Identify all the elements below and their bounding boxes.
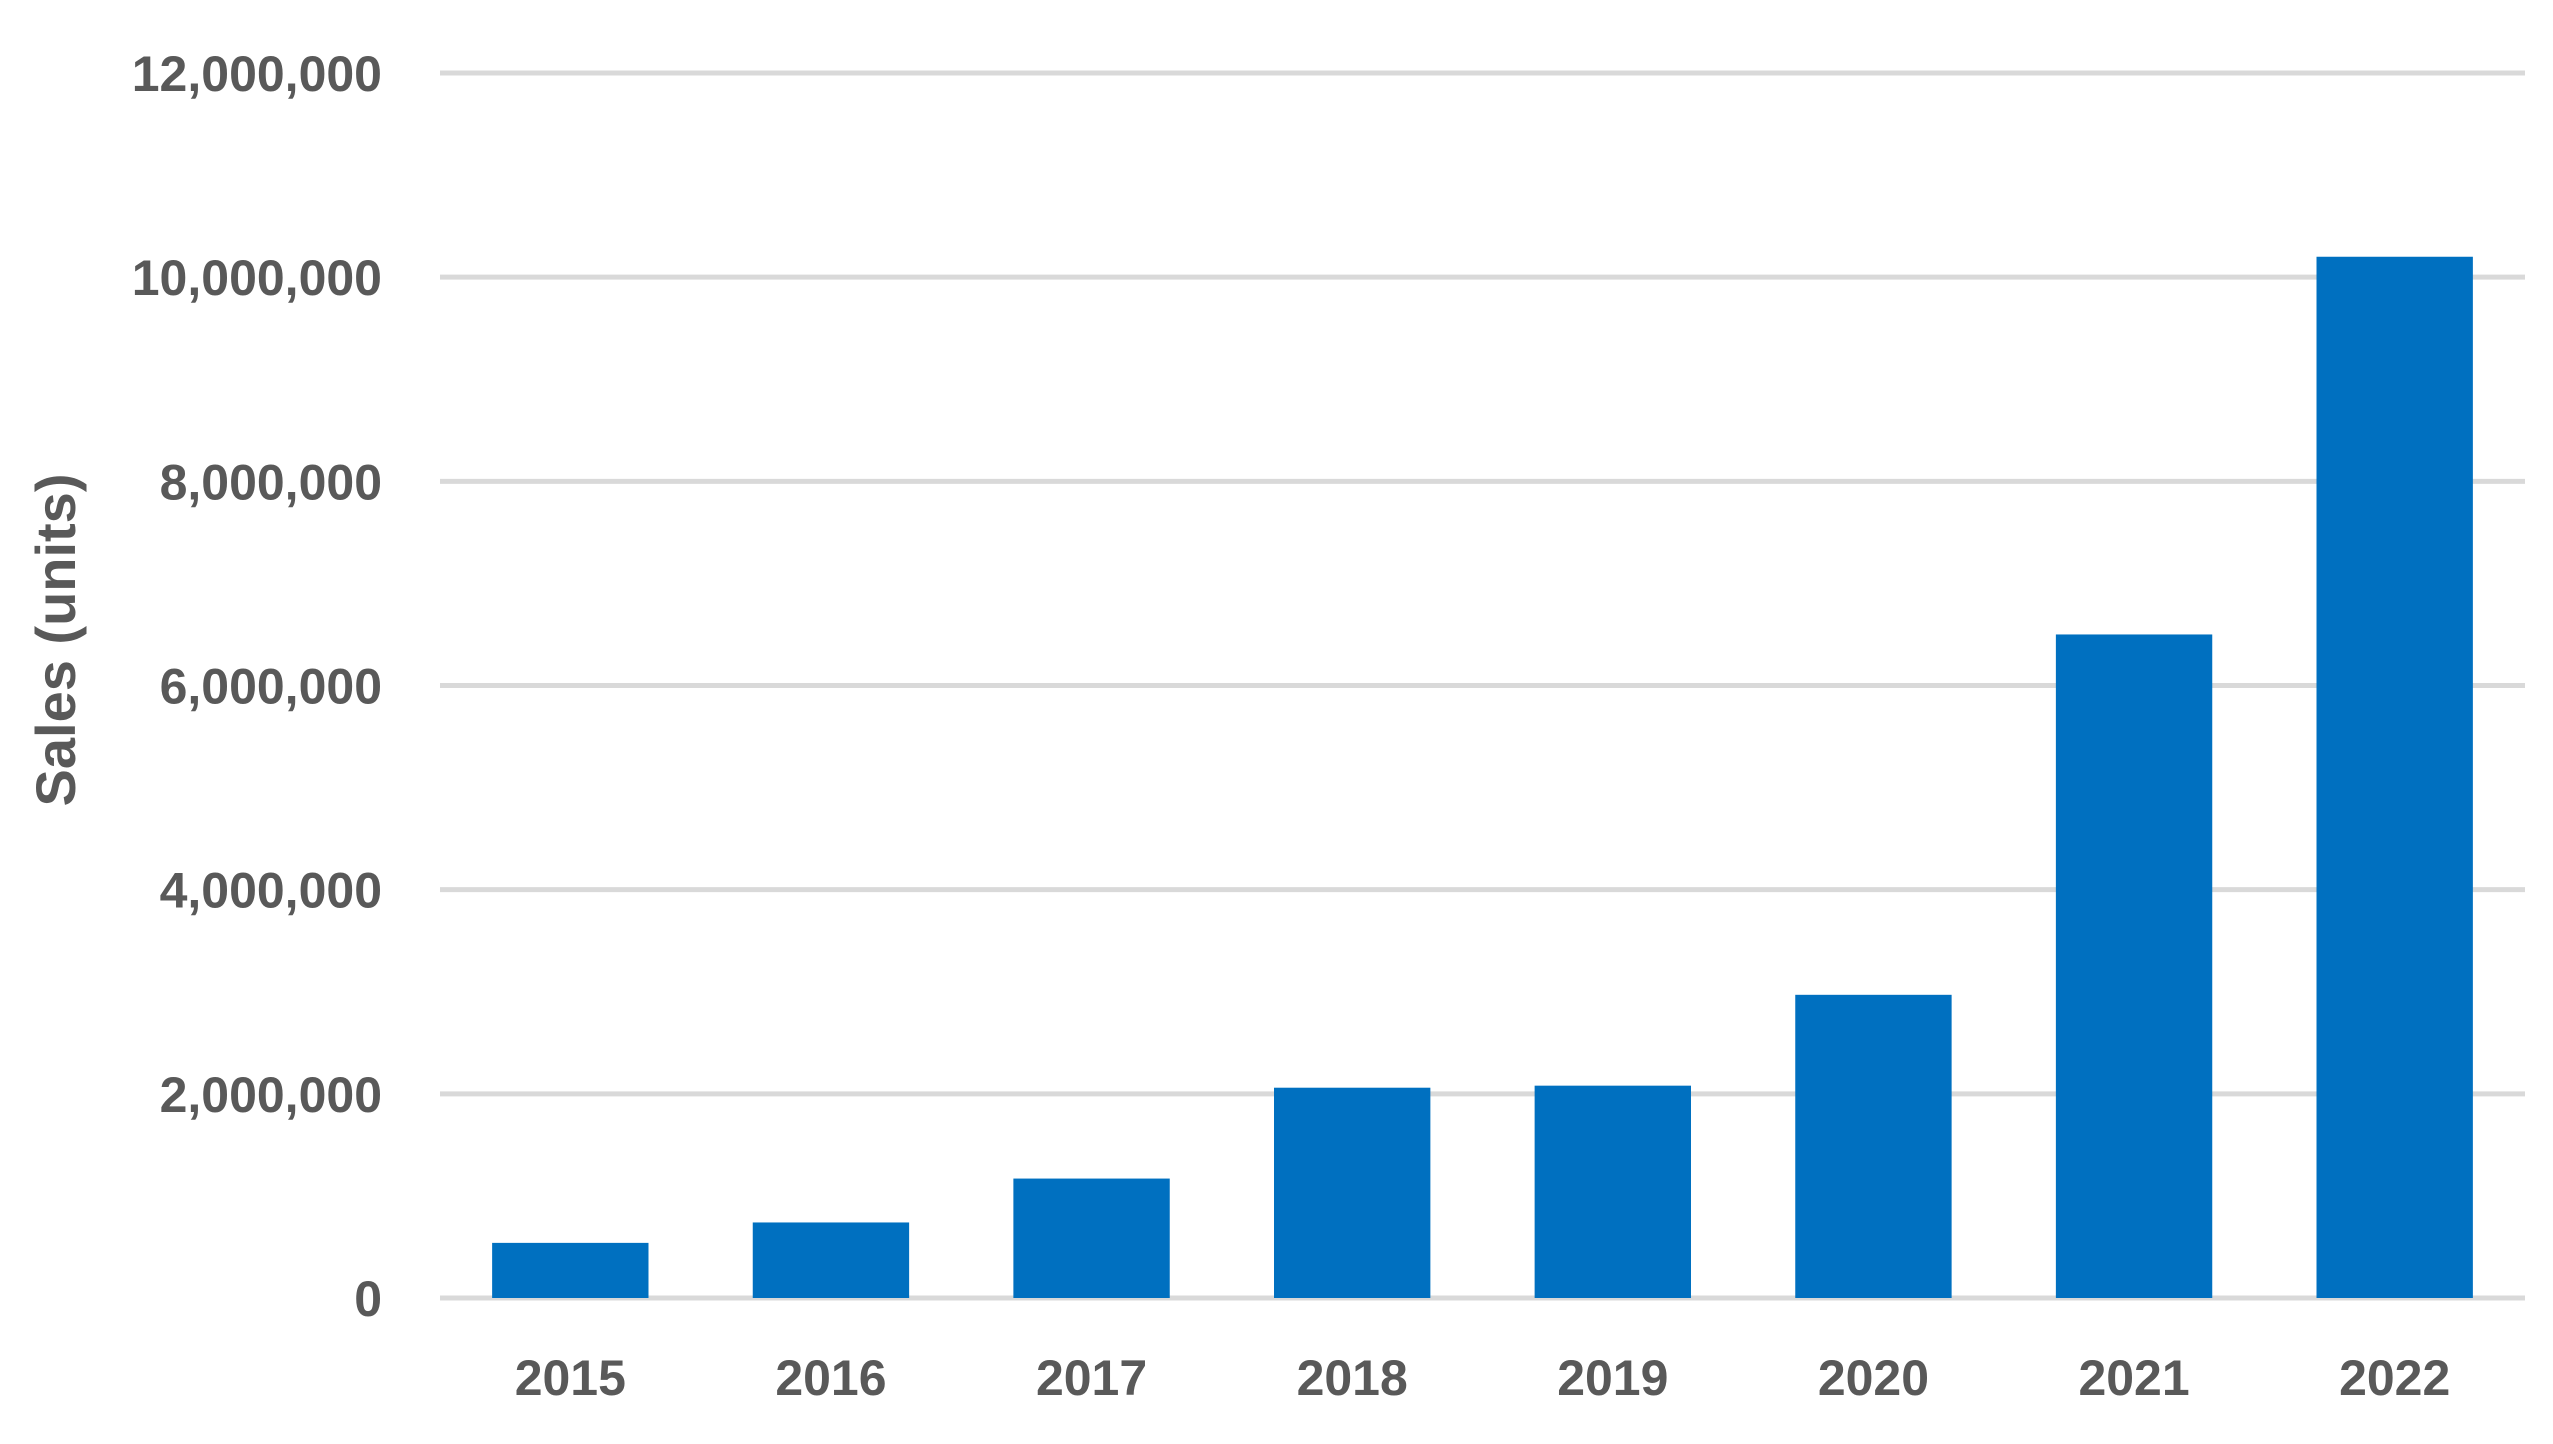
bar-2022 — [2316, 256, 2473, 1298]
bar-2021 — [2055, 634, 2213, 1298]
y-tick-label: 12,000,000 — [132, 46, 382, 102]
bar-2016 — [752, 1222, 910, 1298]
bar-2020 — [1795, 994, 1952, 1298]
x-tick-label: 2017 — [1036, 1350, 1147, 1406]
x-tick-label: 2015 — [515, 1350, 626, 1406]
y-tick-label: 0 — [354, 1271, 382, 1327]
bar-2018 — [1274, 1087, 1431, 1298]
y-axis-tick-labels: 0 2,000,000 4,000,000 6,000,000 8,000,000 10,… — [132, 46, 382, 1327]
y-tick-label: 4,000,000 — [160, 863, 382, 919]
y-tick-label: 6,000,000 — [160, 659, 382, 715]
bar-2019 — [1534, 1085, 1691, 1298]
x-axis-tick-labels: 2015 2016 2017 2018 2019 2020 2021 2022 — [515, 1350, 2451, 1406]
x-tick-label: 2021 — [2078, 1350, 2189, 1406]
bars — [492, 256, 2473, 1298]
x-tick-label: 2016 — [775, 1350, 886, 1406]
x-tick-label: 2019 — [1557, 1350, 1668, 1406]
bar-2017 — [1013, 1178, 1170, 1298]
bar-2015 — [492, 1242, 649, 1298]
x-tick-label: 2018 — [1297, 1350, 1408, 1406]
y-tick-label: 8,000,000 — [160, 454, 382, 510]
x-tick-label: 2022 — [2339, 1350, 2450, 1406]
x-tick-label: 2020 — [1818, 1350, 1929, 1406]
gridlines — [440, 70, 2525, 1301]
y-tick-label: 10,000,000 — [132, 250, 382, 306]
y-axis-title: Sales (units) — [24, 474, 87, 807]
y-tick-label: 2,000,000 — [160, 1067, 382, 1123]
